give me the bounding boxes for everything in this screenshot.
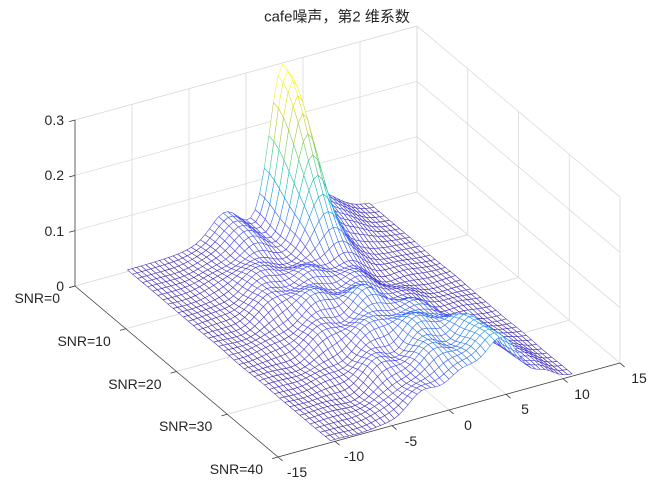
plot-title: cafe噪声，第2 维系数: [264, 8, 410, 26]
